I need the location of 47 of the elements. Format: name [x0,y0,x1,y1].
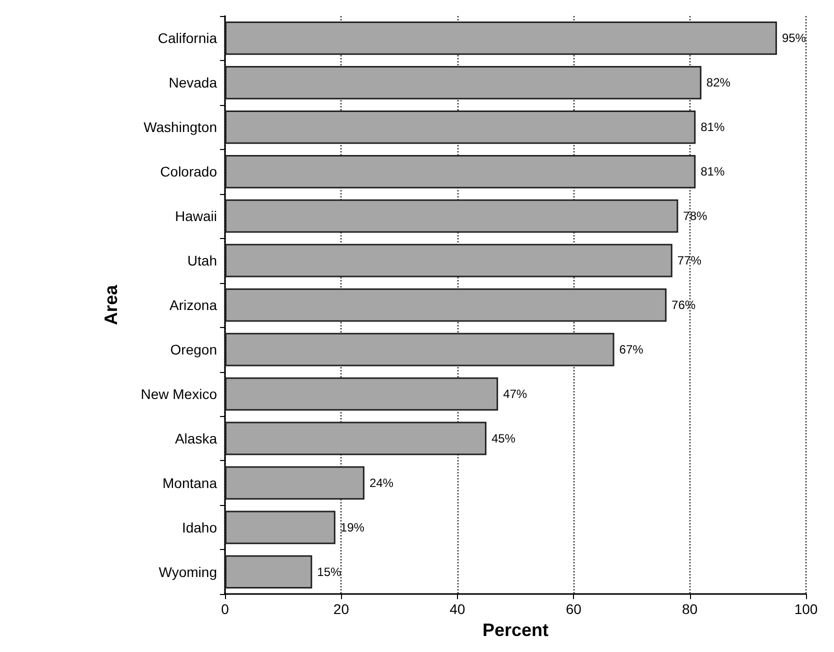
data-label: 81% [700,120,725,134]
data-label: 24% [369,476,394,490]
bar [225,377,498,411]
data-label: 78% [683,209,708,224]
data-label: 81% [700,164,725,179]
y-axis-title: Area [101,284,121,326]
bar [225,199,678,233]
bar [225,66,702,100]
y-tick-label: Arizona [170,297,218,314]
bar [225,22,777,55]
y-tick-label: Nevada [168,74,218,91]
y-tick-label: Colorado [160,164,218,180]
y-tick-label: Wyoming [158,564,217,580]
bar [225,466,364,500]
bar [225,332,614,366]
y-tick-label: Washington [144,119,217,136]
data-label: 77% [677,254,702,268]
data-label: 47% [503,386,528,401]
bar [225,555,312,589]
data-label: 82% [706,76,731,90]
y-tick-label: California [158,30,218,46]
data-label: 76% [672,298,696,312]
bar [225,422,486,456]
y-tick-label: Oregon [170,342,217,358]
y-tick-label: Idaho [182,519,218,536]
x-axis-title: Percent [482,620,549,640]
data-label: 19% [340,520,365,534]
bar [225,154,696,188]
y-tick-label: Alaska [174,430,218,446]
bar [225,288,667,322]
x-tick-label: 100 [794,601,818,618]
x-tick-label: 20 [333,601,350,618]
y-tick-label: Montana [162,474,218,491]
bar [225,110,696,144]
x-tick-label: 40 [450,601,466,618]
x-tick-label: 0 [221,601,230,618]
y-tick-label: New Mexico [140,386,218,402]
data-label: 45% [491,431,516,446]
bar [225,510,336,544]
bar [225,244,672,278]
x-tick-label: 80 [682,601,698,618]
data-label: 15% [317,564,342,579]
y-tick-label: Hawaii [174,208,217,224]
data-label: 95% [782,31,806,46]
data-label: 67% [619,342,644,357]
x-tick-label: 60 [566,601,582,618]
y-tick-label: Utah [187,252,217,269]
